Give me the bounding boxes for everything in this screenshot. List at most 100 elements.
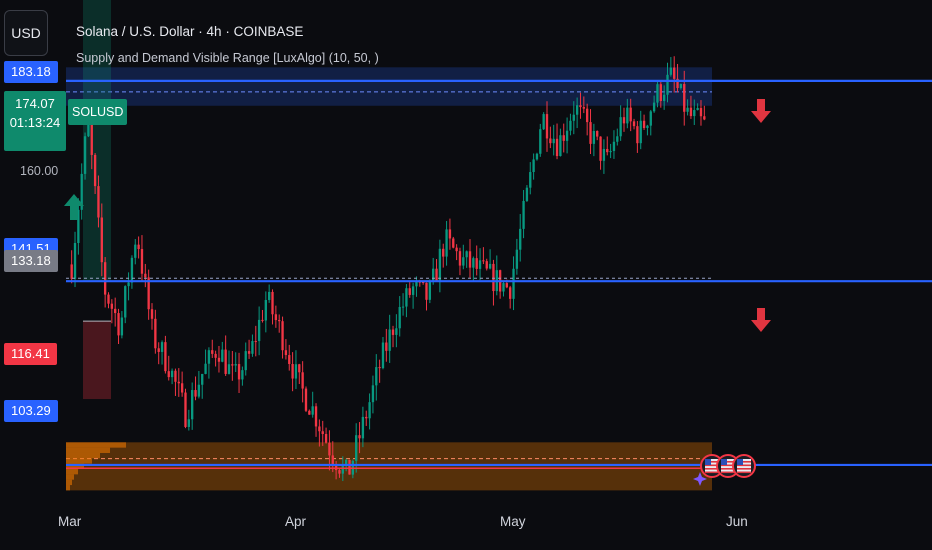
candle [117, 313, 120, 336]
candle [545, 114, 549, 139]
candle [542, 114, 545, 130]
candle [485, 261, 488, 269]
candle [267, 291, 271, 300]
candle [458, 251, 462, 266]
candle [237, 364, 241, 380]
currency-button[interactable]: USD [4, 10, 48, 56]
zone-layer [66, 0, 712, 491]
candle [488, 263, 492, 269]
candle [395, 328, 398, 335]
candle [639, 120, 642, 144]
candle [224, 349, 227, 374]
flag-canton [721, 459, 727, 465]
candle [114, 308, 117, 314]
candle [227, 364, 231, 374]
candle [274, 314, 278, 321]
candle [472, 258, 475, 268]
candle [164, 342, 167, 372]
candle [385, 342, 388, 351]
demand-profile-bar [66, 479, 72, 486]
candle [425, 282, 428, 300]
candle [405, 288, 408, 307]
candle [231, 364, 234, 366]
candle [565, 130, 569, 141]
flag-stripe [721, 464, 735, 467]
candle [475, 258, 478, 269]
candle [291, 364, 294, 379]
candle [532, 159, 535, 173]
current-price: 174.07 [15, 96, 55, 111]
candle [355, 435, 358, 461]
flag-stripe [705, 468, 719, 470]
flag-stripe [737, 471, 751, 474]
candle [77, 209, 80, 244]
flag-stripe [721, 461, 735, 463]
flag-stripe [705, 471, 719, 474]
demand-profile-bar [66, 474, 74, 480]
price-axis-label: 160.00 [20, 164, 59, 178]
candle [606, 148, 609, 153]
candle [696, 108, 699, 111]
candle [204, 363, 207, 374]
candle [559, 135, 562, 157]
candle [535, 153, 539, 160]
candle [120, 317, 124, 336]
candle [73, 243, 77, 279]
candle [261, 319, 264, 321]
candle [676, 78, 679, 89]
x-tick-apr: Apr [285, 514, 307, 529]
price-tag-red: 116.41 [4, 343, 57, 365]
position-loss-zone [83, 321, 111, 400]
candle [381, 342, 385, 369]
candle [257, 319, 261, 342]
candle [157, 348, 160, 352]
candle [642, 120, 646, 129]
candle [448, 229, 452, 239]
candle [656, 84, 659, 103]
x-tick-may: May [500, 514, 526, 529]
candle [636, 126, 639, 144]
candle [609, 150, 612, 153]
candle [361, 416, 365, 439]
candle [519, 228, 522, 250]
candle [602, 148, 606, 161]
candle [666, 74, 669, 95]
price-tag-supply: 183.18 [4, 61, 58, 83]
flag-stripe [737, 468, 751, 470]
candle [147, 277, 150, 310]
candle [288, 355, 291, 365]
candle [264, 299, 267, 321]
candle [492, 263, 495, 292]
candle [134, 244, 137, 258]
candle [442, 248, 445, 257]
indicator-legend[interactable]: Supply and Demand Visible Range [LuxAlgo… [76, 51, 379, 65]
candle [572, 114, 575, 121]
flag-canton [737, 459, 743, 465]
candle [632, 121, 636, 127]
candle [211, 350, 214, 354]
sell-arrow-icon [751, 99, 771, 123]
candle [408, 288, 411, 295]
candle [673, 67, 676, 79]
candle [619, 117, 622, 137]
flag-stripe [705, 464, 719, 467]
candle [502, 283, 505, 292]
demand-zone [66, 442, 712, 491]
candle [170, 370, 174, 378]
candle [298, 364, 301, 373]
candle [294, 364, 298, 379]
candle [344, 459, 348, 465]
candle [130, 257, 134, 283]
candle [455, 247, 458, 252]
candle [411, 286, 415, 295]
candle [398, 306, 401, 329]
candle [626, 107, 629, 124]
candle [652, 102, 656, 112]
us-event-flag-icon[interactable] [732, 454, 756, 478]
candle [438, 248, 442, 281]
levels-layer [66, 79, 932, 470]
candle [462, 257, 465, 266]
candle [662, 94, 666, 101]
candle [281, 321, 284, 351]
